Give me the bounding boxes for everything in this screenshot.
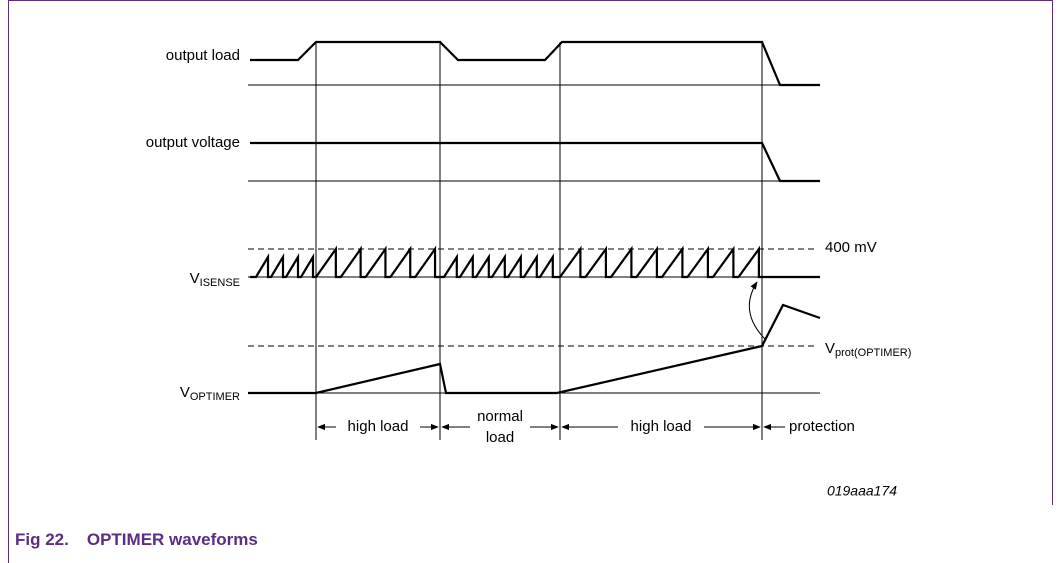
signal-label: VOPTIMER bbox=[180, 384, 240, 403]
optimer-wave bbox=[248, 303, 821, 395]
isense-wave bbox=[250, 245, 820, 279]
signal-label: VISENSE bbox=[190, 270, 240, 289]
level-label: 400 mV bbox=[825, 239, 877, 256]
output-load-wave bbox=[250, 40, 820, 87]
output-voltage-wave bbox=[250, 141, 820, 183]
frame bbox=[8, 0, 1053, 563]
baselines bbox=[248, 84, 820, 394]
phase-label: high load bbox=[631, 418, 692, 435]
level-label: Vprot(OPTIMER) bbox=[825, 340, 911, 359]
phase-label: protection bbox=[789, 418, 855, 435]
phase-label: load bbox=[486, 429, 514, 446]
signal-label: output voltage bbox=[146, 134, 240, 151]
phase-label: normal bbox=[477, 408, 523, 425]
signal-label: output load bbox=[166, 47, 240, 64]
time-markers bbox=[315, 42, 763, 440]
trigger-arrow bbox=[748, 281, 767, 341]
caption: Fig 22. OPTIMER waveforms bbox=[15, 530, 258, 549]
figure-id: 019aaa174 bbox=[827, 483, 897, 499]
phase-label: high load bbox=[348, 418, 409, 435]
